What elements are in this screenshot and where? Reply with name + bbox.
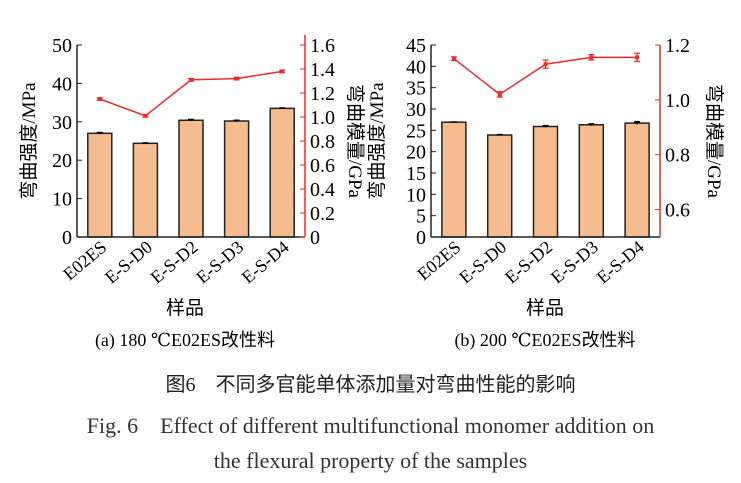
x-tick-label: E-S-D2: [147, 237, 202, 288]
x-tick-label: E-S-D0: [101, 237, 156, 288]
y-tick-label: 40: [406, 56, 426, 78]
y-tick-label: 30: [406, 99, 426, 121]
line-point: [589, 55, 594, 60]
caption-en-line1: Fig. 6 Effect of different multifunction…: [86, 413, 655, 438]
line-point: [451, 56, 456, 61]
y2-tick-label: 0.8: [310, 131, 335, 153]
y-tick-label: 35: [406, 78, 426, 100]
y2-tick-label: 1.6: [310, 35, 335, 57]
y-tick-label: 10: [406, 184, 426, 206]
y2-tick-label: 0.8: [665, 145, 690, 167]
bar-E-S-D2: [532, 125, 559, 238]
line-point: [280, 69, 285, 74]
y-tick-label: 20: [52, 150, 72, 172]
x-tick-label: E-S-D0: [455, 237, 510, 288]
y2-tick-label: 0.6: [665, 200, 690, 222]
x-tick-label: E-S-D3: [547, 237, 602, 288]
line-point: [234, 76, 239, 81]
y-tick-label: 0: [416, 227, 426, 249]
bar-E-S-D3: [578, 124, 605, 238]
y-tick-label: 10: [52, 189, 72, 211]
line-point: [635, 55, 640, 60]
line-point: [97, 97, 102, 101]
x-tick-label: E-S-D2: [501, 237, 556, 288]
bar-E-S-D0: [486, 134, 513, 238]
y2-tick-label: 1.2: [665, 35, 690, 57]
y-tick-label: 30: [52, 112, 72, 134]
y-tick-label: 5: [416, 206, 426, 228]
y2-axis-title: 弯曲模量/GPa: [344, 84, 366, 199]
panel-caption: (a) 180 ℃E02ES改性料: [95, 330, 275, 351]
y2-tick-label: 1.4: [310, 59, 335, 81]
bar-E-S-D3: [223, 120, 250, 238]
y-axis-title: 弯曲强度/MPa: [18, 82, 40, 200]
line-point: [189, 77, 193, 82]
x-axis-title: 样品: [166, 297, 204, 319]
bar-E02ES: [441, 121, 467, 238]
y-tick-label: 15: [406, 163, 426, 185]
bar-E-S-D4: [269, 107, 295, 238]
y2-axis-title: 弯曲模量/GPa: [703, 84, 725, 199]
bar-E02ES: [87, 132, 113, 238]
bar-E-S-D4: [624, 122, 650, 238]
bar-E-S-D0: [132, 142, 159, 238]
caption-en-line2: the flexural property of the samples: [213, 448, 528, 473]
bar-E-S-D2: [178, 119, 204, 238]
y2-tick-label: 0.6: [310, 155, 335, 177]
y-tick-label: 20: [406, 142, 426, 164]
y-tick-label: 45: [406, 35, 426, 57]
panel-caption: (b) 200 ℃E02ES改性料: [454, 330, 635, 351]
y2-tick-label: 1.0: [665, 90, 690, 112]
x-tick-label: E-S-D3: [192, 237, 247, 288]
y2-tick-label: 0.4: [310, 179, 335, 201]
y-tick-label: 50: [52, 35, 72, 57]
y2-tick-label: 1.0: [310, 107, 335, 129]
caption-cn: 图6 不同多官能单体添加量对弯曲性能的影响: [165, 374, 576, 396]
y2-tick-label: 1.2: [310, 83, 335, 105]
y-axis-title: 弯曲强度/MPa: [366, 82, 388, 200]
line-point: [143, 113, 148, 118]
x-tick-label: E-S-D4: [238, 237, 293, 288]
y-tick-label: 0: [62, 227, 72, 249]
y-tick-label: 25: [406, 120, 426, 142]
line-point: [497, 92, 502, 97]
y2-tick-label: 0.2: [310, 203, 335, 225]
x-tick-label: E-S-D4: [593, 237, 648, 288]
y-tick-label: 40: [52, 73, 72, 95]
line-point: [543, 62, 548, 67]
x-axis-title: 样品: [526, 297, 564, 319]
y2-tick-label: 0: [310, 227, 320, 249]
